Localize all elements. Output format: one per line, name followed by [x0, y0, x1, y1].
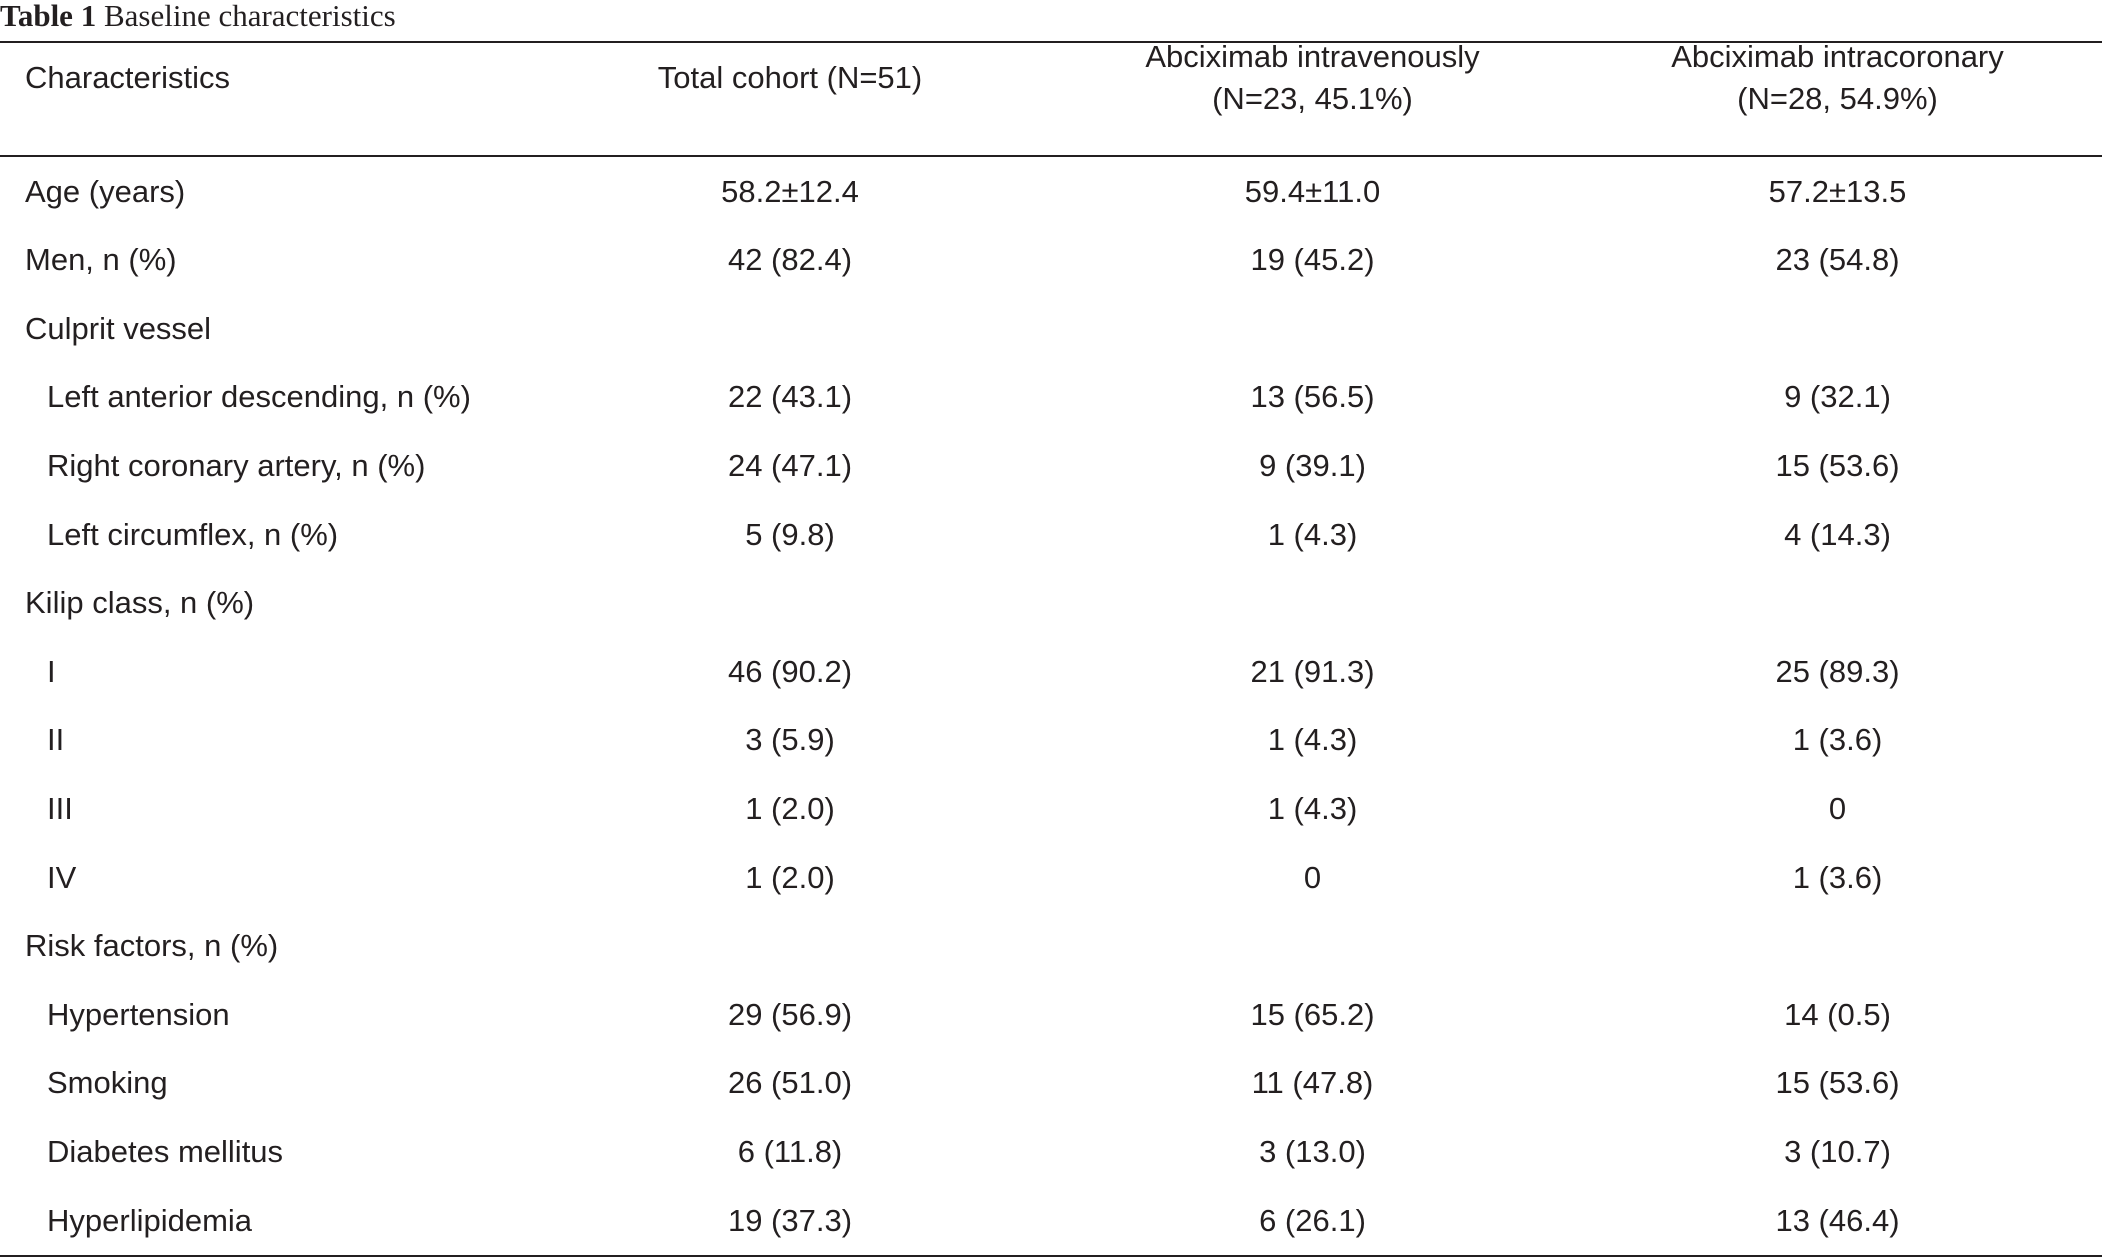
header-intravenous-line1: Abciximab intravenously [1145, 38, 1480, 74]
row-label: Age (years) [25, 173, 186, 209]
cell-intracoronary [1575, 294, 2100, 363]
cell-intravenous [1050, 569, 1575, 638]
cell-intravenous: 15 (65.2) [1250, 996, 1375, 1032]
row-label: III [47, 790, 73, 826]
row-label: Left anterior descending, n (%) [47, 379, 471, 415]
header-intracoronary-line2: (N=28, 54.9%) [1737, 80, 1938, 116]
row-label: Left circumflex, n (%) [47, 516, 339, 552]
table-header-rule [0, 155, 2102, 157]
table-row: Men, n (%) 42 (82.4) 19 (45.2) 23 (54.8) [0, 226, 2102, 295]
cell-intravenous: 1 (4.3) [1267, 516, 1358, 552]
cell-total-cohort: 3 (5.9) [745, 722, 835, 758]
cell-total-cohort: 6 (11.8) [737, 1133, 843, 1169]
table-body: Age (years) 58.2±12.4 59.4±11.0 57.2±13.5 Me… [0, 157, 2102, 1255]
header-intravenous-line2: (N=23, 45.1%) [1212, 80, 1413, 116]
table-bottom-rule [0, 1255, 2102, 1257]
row-label: Hyperlipidemia [47, 1202, 253, 1238]
cell-total-cohort: 19 (37.3) [727, 1202, 853, 1238]
header-intracoronary-line1: Abciximab intracoronary [1671, 38, 2004, 74]
row-label: Smoking [47, 1065, 168, 1101]
cell-intracoronary: 9 (32.1) [1784, 379, 1891, 415]
cell-intravenous: 0 [1303, 859, 1322, 895]
row-label: II [47, 722, 65, 758]
table-row: Right coronary artery, n (%) 24 (47.1) 9 (… [0, 431, 2102, 500]
cell-total-cohort: 1 (2.0) [745, 859, 835, 895]
cell-total-cohort [585, 569, 995, 638]
row-label: Right coronary artery, n (%) [47, 447, 426, 483]
cell-intravenous: 13 (56.5) [1250, 379, 1375, 415]
table-caption-label: Table 1 [0, 0, 97, 33]
table-row: Hypertension 29 (56.9) 15 (65.2) 14 (0.5) [0, 980, 2102, 1049]
header-total-cohort: Total cohort (N=51) [657, 59, 923, 95]
header-characteristics: Characteristics [25, 59, 230, 95]
cell-intravenous: 1 (4.3) [1267, 790, 1358, 826]
cell-total-cohort: 24 (47.1) [727, 447, 853, 483]
row-label: I [47, 653, 56, 689]
table-caption: Table 1 Baseline characteristics [0, 0, 396, 36]
table-row: Age (years) 58.2±12.4 59.4±11.0 57.2±13.5 [0, 157, 2102, 226]
table-caption-title: Baseline characteristics [103, 0, 396, 33]
cell-intravenous: 6 (26.1) [1259, 1202, 1366, 1238]
cell-intracoronary: 15 (53.6) [1775, 1065, 1900, 1101]
cell-intravenous [1050, 294, 1575, 363]
cell-intravenous: 59.4±11.0 [1244, 173, 1381, 209]
row-label: Hypertension [47, 996, 230, 1032]
cell-total-cohort: 1 (2.0) [745, 790, 835, 826]
table-row: Smoking 26 (51.0) 11 (47.8) 15 (53.6) [0, 1049, 2102, 1118]
row-label: Culprit vessel [25, 310, 212, 346]
cell-total-cohort: 5 (9.8) [745, 516, 835, 552]
cell-intracoronary: 14 (0.5) [1784, 996, 1891, 1032]
header-intracoronary: Abciximab intracoronary (N=28, 54.9%) [1575, 39, 2100, 116]
cell-intravenous: 1 (4.3) [1267, 722, 1358, 758]
cell-total-cohort: 22 (43.1) [727, 379, 853, 415]
cell-total-cohort [585, 294, 995, 363]
cell-intravenous [1050, 912, 1575, 981]
cell-intravenous: 19 (45.2) [1250, 242, 1375, 278]
row-label: Risk factors, n (%) [25, 928, 279, 964]
cell-total-cohort: 42 (82.4) [727, 242, 853, 278]
cell-intravenous: 11 (47.8) [1251, 1065, 1374, 1101]
cell-total-cohort [585, 912, 995, 981]
table-row: I 46 (90.2) 21 (91.3) 25 (89.3) [0, 637, 2102, 706]
table-row: III 1 (2.0) 1 (4.3) 0 [0, 774, 2102, 843]
cell-total-cohort: 46 (90.2) [727, 653, 853, 689]
header-intravenous: Abciximab intravenously (N=23, 45.1%) [1050, 39, 1575, 116]
cell-total-cohort: 26 (51.0) [727, 1065, 853, 1101]
row-label: Men, n (%) [25, 242, 177, 278]
cell-intracoronary: 57.2±13.5 [1768, 173, 1907, 209]
cell-intravenous: 3 (13.0) [1259, 1133, 1366, 1169]
cell-total-cohort: 58.2±12.4 [721, 173, 859, 209]
table-row: Hyperlipidemia 19 (37.3) 6 (26.1) 13 (46.4) [0, 1186, 2102, 1255]
row-label: IV [47, 859, 77, 895]
table-row: Kilip class, n (%) [0, 569, 2102, 638]
table-row: II 3 (5.9) 1 (4.3) 1 (3.6) [0, 706, 2102, 775]
cell-intravenous: 21 (91.3) [1250, 653, 1375, 689]
cell-intracoronary: 25 (89.3) [1775, 653, 1900, 689]
row-label: Diabetes mellitus [47, 1133, 284, 1169]
table-top-rule [0, 41, 2102, 43]
cell-intracoronary: 1 (3.6) [1792, 859, 1883, 895]
table-row: Culprit vessel [0, 294, 2102, 363]
cell-intracoronary: 23 (54.8) [1775, 242, 1900, 278]
cell-intracoronary [1575, 912, 2100, 981]
table-row: IV 1 (2.0) 0 1 (3.6) [0, 843, 2102, 912]
cell-intracoronary: 1 (3.6) [1792, 722, 1883, 758]
cell-intracoronary [1575, 569, 2100, 638]
row-label: Kilip class, n (%) [25, 585, 255, 621]
cell-intravenous: 9 (39.1) [1259, 447, 1366, 483]
cell-intracoronary: 0 [1828, 790, 1847, 826]
table-header-row: Characteristics Total cohort (N=51) Abci… [0, 39, 2102, 116]
cell-intracoronary: 3 (10.7) [1784, 1133, 1891, 1169]
cell-intracoronary: 13 (46.4) [1775, 1202, 1900, 1238]
table-row: Left anterior descending, n (%) 22 (43.1)… [0, 363, 2102, 432]
cell-total-cohort: 29 (56.9) [727, 996, 853, 1032]
cell-intracoronary: 4 (14.3) [1784, 516, 1891, 552]
table-row: Left circumflex, n (%) 5 (9.8) 1 (4.3) 4 (1… [0, 500, 2102, 569]
table-row: Risk factors, n (%) [0, 912, 2102, 981]
cell-intracoronary: 15 (53.6) [1775, 447, 1900, 483]
table-row: Diabetes mellitus 6 (11.8) 3 (13.0) 3 (10.7… [0, 1117, 2102, 1186]
